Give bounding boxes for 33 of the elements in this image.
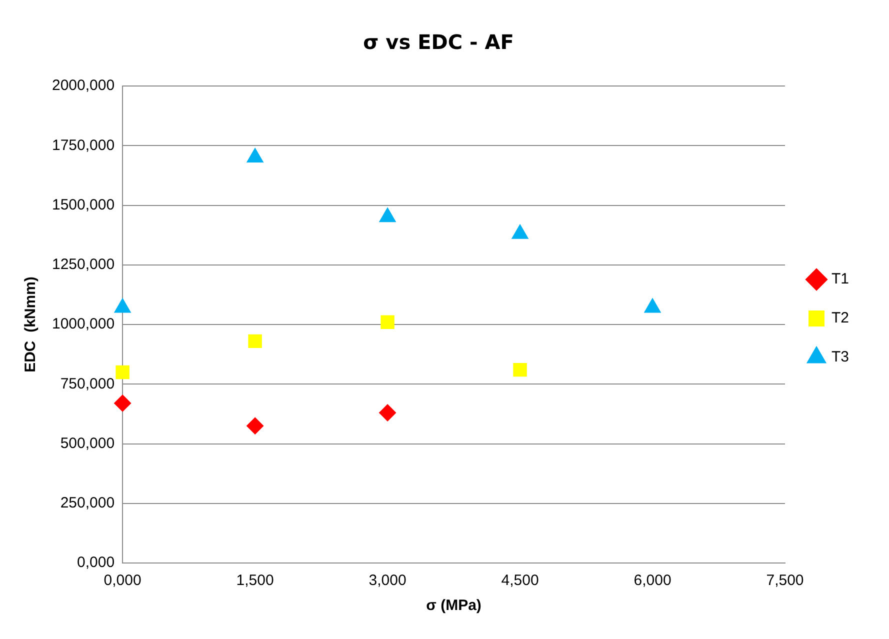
point — [380, 315, 394, 329]
y-tick-label: 2000,000 — [52, 77, 115, 94]
x-axis-title: σ (MPa) — [426, 597, 482, 614]
x-tick-label: 3,000 — [368, 572, 406, 590]
legend-label: T1 — [831, 270, 850, 288]
x-tick-label: 1,500 — [236, 572, 274, 590]
x-tick-label: 4,500 — [501, 572, 539, 590]
chart-title: σ vs EDC - AF — [363, 30, 514, 54]
y-tick-label: 1000,000 — [52, 316, 115, 333]
x-tick-label: 7,500 — [766, 572, 804, 590]
y-tick-label: 0,000 — [77, 554, 115, 572]
y-tick-label: 1750,000 — [52, 136, 115, 154]
point — [379, 404, 396, 422]
legend-label: T3 — [831, 348, 850, 366]
point — [513, 362, 527, 377]
y-tick-label: 1250,000 — [52, 256, 115, 274]
y-tick-label: 1500,000 — [52, 196, 115, 214]
point — [114, 394, 132, 412]
y-tick-label: 250,000 — [60, 494, 115, 512]
x-tick-label: 6,000 — [634, 572, 672, 590]
x-tick-label: 0,000 — [104, 572, 142, 590]
y-axis-title: EDC (kNmm) — [22, 276, 40, 372]
point — [246, 148, 264, 163]
point — [246, 417, 264, 434]
point — [512, 224, 528, 239]
point — [116, 365, 130, 380]
legend-label: T2 — [831, 310, 850, 327]
point — [379, 208, 396, 222]
point — [114, 298, 131, 313]
y-tick-label: 750,000 — [60, 375, 115, 392]
point — [248, 334, 262, 348]
y-tick-label: 500,000 — [60, 434, 115, 452]
point — [644, 298, 661, 313]
